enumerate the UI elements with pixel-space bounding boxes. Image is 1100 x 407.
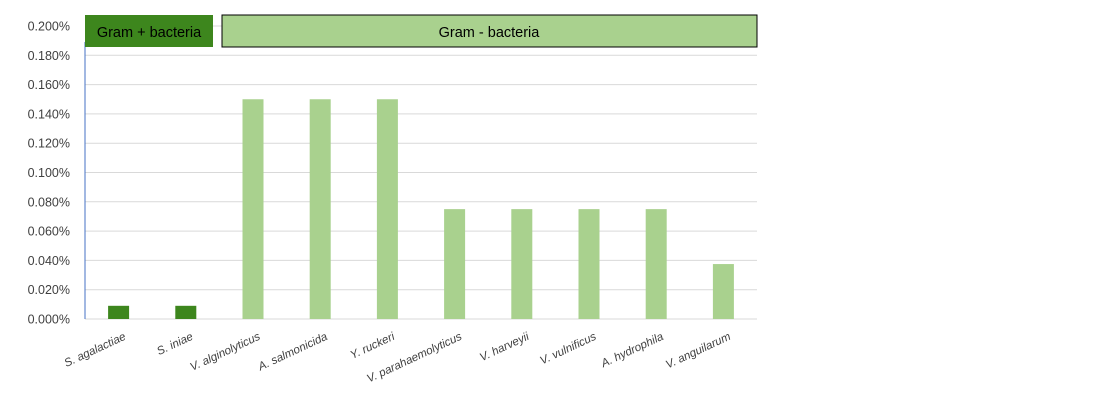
- bar: [444, 209, 466, 319]
- y-tick-label: 0.180%: [28, 49, 70, 63]
- bar: [309, 99, 331, 319]
- y-tick-label: 0.160%: [28, 78, 70, 92]
- y-tick-label: 0.060%: [28, 225, 70, 239]
- x-tick-label: S. iniae: [155, 331, 195, 358]
- gram-negative-label: Gram - bacteria: [439, 25, 541, 41]
- x-tick-label: V. harveyii: [478, 331, 531, 364]
- y-tick-label: 0.140%: [28, 107, 70, 121]
- gram-positive-box: Gram + bacteria: [85, 15, 213, 47]
- bar: [645, 209, 667, 319]
- bar: [108, 305, 130, 319]
- y-tick-label: 0.100%: [28, 166, 70, 180]
- gram-positive-label: Gram + bacteria: [97, 25, 202, 41]
- gram-negative-box: Gram - bacteria: [221, 14, 758, 48]
- y-tick-label: 0.120%: [28, 137, 70, 151]
- y-tick-label: 0.040%: [28, 254, 70, 268]
- bar: [376, 99, 398, 319]
- x-tick-label: A. salmonicida: [256, 331, 330, 374]
- y-tick-label: 0.080%: [28, 195, 70, 209]
- x-tick-label: S. agalactiae: [63, 331, 128, 370]
- y-tick-label: 0.200%: [28, 20, 70, 34]
- x-tick-label: V. vulnificus: [538, 331, 598, 368]
- bar: [242, 99, 264, 319]
- bar: [511, 209, 533, 319]
- bar: [712, 264, 734, 319]
- y-tick-label: 0.000%: [28, 313, 70, 327]
- x-tick-label: V. anguilarum: [664, 331, 733, 372]
- bar: [175, 305, 197, 319]
- y-tick-labels: 0.000% 0.020% 0.040% 0.060% 0.080% 0.100% 0.12…: [28, 20, 70, 327]
- x-tick-label: A. hydrophila: [599, 331, 666, 371]
- bar: [578, 209, 600, 319]
- x-tick-label: V. alginolyticus: [188, 331, 262, 374]
- x-tick-label: Y. ruckeri: [349, 331, 398, 362]
- bars: [108, 99, 734, 319]
- y-tick-label: 0.020%: [28, 283, 70, 297]
